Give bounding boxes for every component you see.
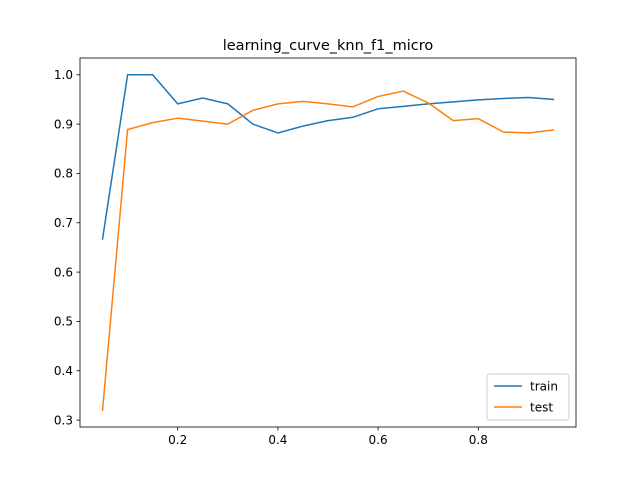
legend-label-test: test (530, 400, 553, 414)
x-tick-label: 0.2 (168, 433, 187, 447)
x-tick-label: 0.8 (469, 433, 488, 447)
series-layer (101, 74, 555, 412)
chart-title: learning_curve_knn_f1_micro (223, 38, 434, 54)
y-tick-label: 0.4 (54, 364, 73, 378)
y-tick-label: 0.6 (54, 265, 73, 279)
legend-label-train: train (530, 379, 558, 393)
legend: train test (486, 373, 570, 421)
y-tick-label: 1.0 (54, 68, 73, 82)
axes-layer: 0.2 0.4 0.6 0.8 0.3 0.4 0.5 0.6 0.7 0.8 0.9 1.0 (54, 57, 577, 447)
plot-frame (79, 57, 577, 428)
x-tick-label: 0.6 (369, 433, 388, 447)
y-tick-label: 0.3 (54, 413, 73, 427)
y-tick-label: 0.7 (54, 216, 73, 230)
y-tick-label: 0.5 (54, 315, 73, 329)
series-line-train (101, 74, 555, 240)
series-line-test (101, 90, 555, 412)
y-tick-label: 0.9 (54, 117, 73, 131)
x-tick-label: 0.4 (268, 433, 287, 447)
y-tick-label: 0.8 (54, 167, 73, 181)
